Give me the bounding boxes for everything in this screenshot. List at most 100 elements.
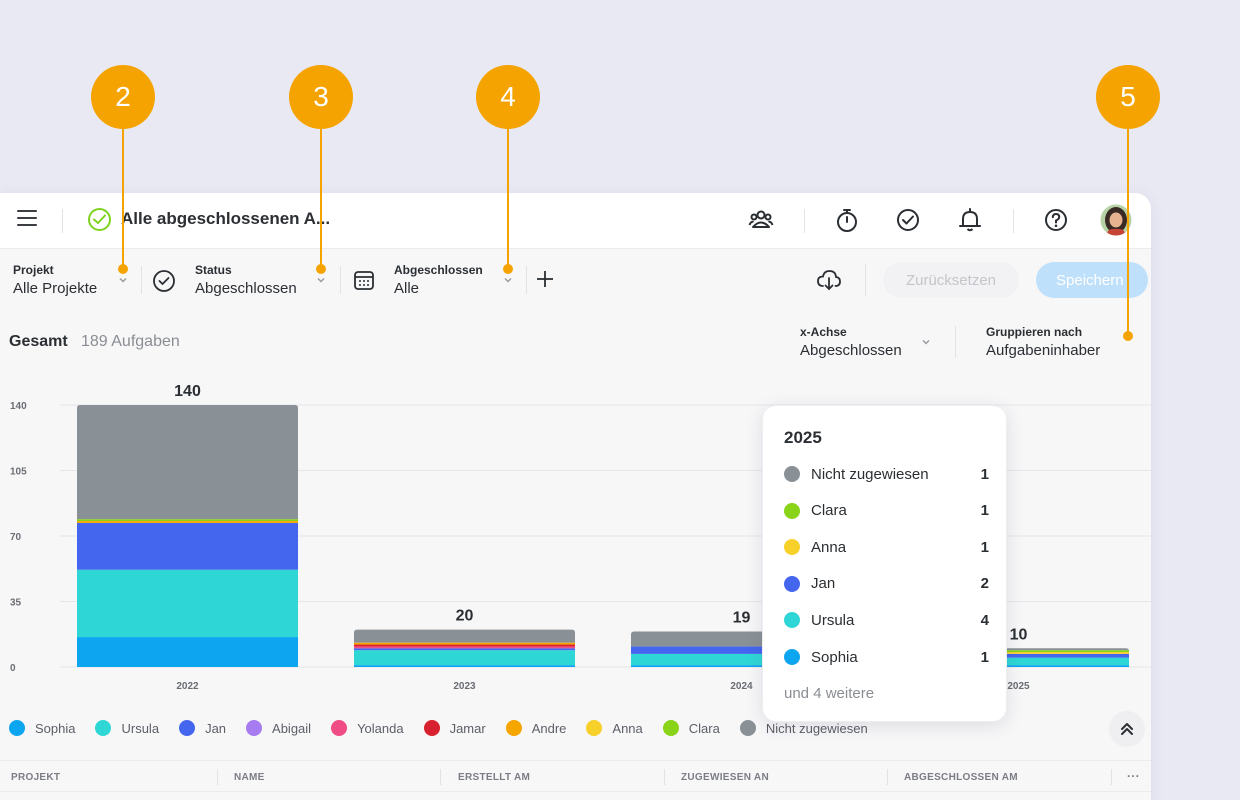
bar-total-label: 19 <box>733 609 751 626</box>
y-tick-label: 105 <box>10 467 27 478</box>
legend-item[interactable]: Clara <box>662 720 720 736</box>
top-bar: Alle abgeschlossenen A... <box>0 193 1151 249</box>
stopwatch-icon[interactable] <box>834 207 860 233</box>
avatar[interactable] <box>1099 203 1133 237</box>
divider <box>865 264 866 296</box>
legend-item[interactable]: Jamar <box>423 720 486 736</box>
bar-segment <box>354 665 575 667</box>
bar-segment <box>631 646 852 654</box>
bar-segment <box>908 652 1129 654</box>
tooltip-swatch <box>784 575 800 592</box>
column-header-project[interactable]: PROJEKT <box>11 772 61 783</box>
tooltip-name: Nicht zugewiesen <box>811 465 929 483</box>
legend-label: Andre <box>531 720 567 736</box>
more-columns-icon[interactable]: ··· <box>1127 769 1140 783</box>
bar-total-label: 10 <box>1010 626 1028 643</box>
callout-dot-4 <box>503 264 513 274</box>
check-icon[interactable] <box>895 207 921 233</box>
column-header-assigned[interactable]: ZUGEWIESEN AN <box>681 772 769 783</box>
legend-swatch <box>95 720 112 736</box>
tooltip-row: Ursula 4 <box>784 609 989 631</box>
chevron-down-icon[interactable] <box>503 275 513 285</box>
add-filter-icon[interactable] <box>535 269 555 289</box>
tooltip-row: Anna 1 <box>784 536 989 558</box>
divider <box>440 769 441 785</box>
hamburger-menu-icon[interactable] <box>17 210 37 226</box>
column-header-name[interactable]: NAME <box>234 772 265 783</box>
chevron-down-icon[interactable] <box>921 337 931 347</box>
bar-segment <box>77 637 298 667</box>
legend-item[interactable]: Ursula <box>95 720 159 736</box>
divider <box>804 209 805 233</box>
tooltip-name: Anna <box>811 538 847 556</box>
check-circle-icon <box>88 208 111 231</box>
bar-segment <box>77 519 298 522</box>
filter-status-label: Status <box>195 263 232 277</box>
filter-project-value: Alle Projekte <box>13 280 98 297</box>
team-icon[interactable] <box>748 207 774 233</box>
bar-total-label: 20 <box>456 608 474 625</box>
bar-segment <box>77 405 298 520</box>
legend-label: Anna <box>612 720 643 736</box>
callout-line-2 <box>122 128 124 269</box>
bell-icon[interactable] <box>957 207 983 233</box>
legend-swatch <box>246 720 263 736</box>
column-header-completed[interactable]: ABGESCHLOSSEN AM <box>904 772 1018 783</box>
reset-button[interactable]: Zurücksetzen <box>883 262 1019 298</box>
collapse-button[interactable] <box>1109 711 1145 747</box>
legend-label: Abigail <box>272 720 312 736</box>
tooltip-swatch <box>784 612 800 629</box>
bar-segment <box>354 644 575 647</box>
legend-swatch <box>739 720 756 736</box>
tooltip-row: Jan 2 <box>784 573 989 595</box>
legend-label: Jan <box>205 720 227 736</box>
bar-segment <box>908 653 1129 658</box>
divider <box>1111 769 1112 785</box>
legend-item[interactable]: Yolanda <box>331 720 404 736</box>
bar-segment <box>354 648 575 651</box>
help-icon[interactable] <box>1043 207 1069 233</box>
x-tick-label: 2025 <box>1007 681 1030 692</box>
legend-label: Yolanda <box>357 720 404 736</box>
chevron-down-icon[interactable] <box>316 275 326 285</box>
divider <box>955 326 956 358</box>
divider <box>141 266 142 294</box>
legend-item[interactable]: Anna <box>586 720 643 736</box>
chevron-down-icon[interactable] <box>118 275 128 285</box>
callout-line-5 <box>1127 128 1129 336</box>
bar-segment <box>908 665 1129 667</box>
legend-item[interactable]: Abigail <box>246 720 311 736</box>
callout-dot-2 <box>118 264 128 274</box>
x-tick-label: 2022 <box>176 681 199 692</box>
callout-line-3 <box>320 128 322 269</box>
divider <box>664 769 665 785</box>
divider <box>526 266 527 294</box>
y-tick-label: 70 <box>10 532 22 543</box>
tooltip-value: 4 <box>980 611 989 629</box>
tooltip-swatch <box>784 539 800 556</box>
page-title: Alle abgeschlossenen A... <box>121 209 331 228</box>
tooltip-year: 2025 <box>784 428 822 447</box>
legend-label: Nicht zugewiesen <box>765 720 868 736</box>
filter-completed-value: Alle <box>394 280 420 297</box>
tooltip-row: Clara 1 <box>784 500 989 522</box>
y-tick-label: 35 <box>10 598 22 609</box>
legend-item[interactable]: Andre <box>505 720 567 736</box>
legend-label: Sophia <box>35 720 76 736</box>
tooltip-value: 1 <box>980 648 989 666</box>
bar-segment <box>354 629 575 643</box>
column-header-created[interactable]: ERSTELLT AM <box>458 772 531 783</box>
save-button[interactable]: Speichern <box>1036 262 1148 298</box>
callout-marker-4: 4 <box>476 65 540 129</box>
tooltip-row: Nicht zugewiesen 1 <box>784 463 989 485</box>
bar-segment <box>77 521 298 523</box>
cloud-download-icon[interactable] <box>815 266 843 294</box>
legend-item[interactable]: Nicht zugewiesen <box>739 720 868 736</box>
x-axis-label: x-Achse <box>800 325 847 339</box>
check-circle-icon <box>153 270 175 292</box>
tooltip-more[interactable]: und 4 weitere <box>784 685 875 702</box>
legend-item[interactable]: Jan <box>179 720 226 736</box>
legend-item[interactable]: Sophia <box>9 720 75 736</box>
legend-label: Clara <box>688 720 720 736</box>
divider <box>62 209 63 233</box>
